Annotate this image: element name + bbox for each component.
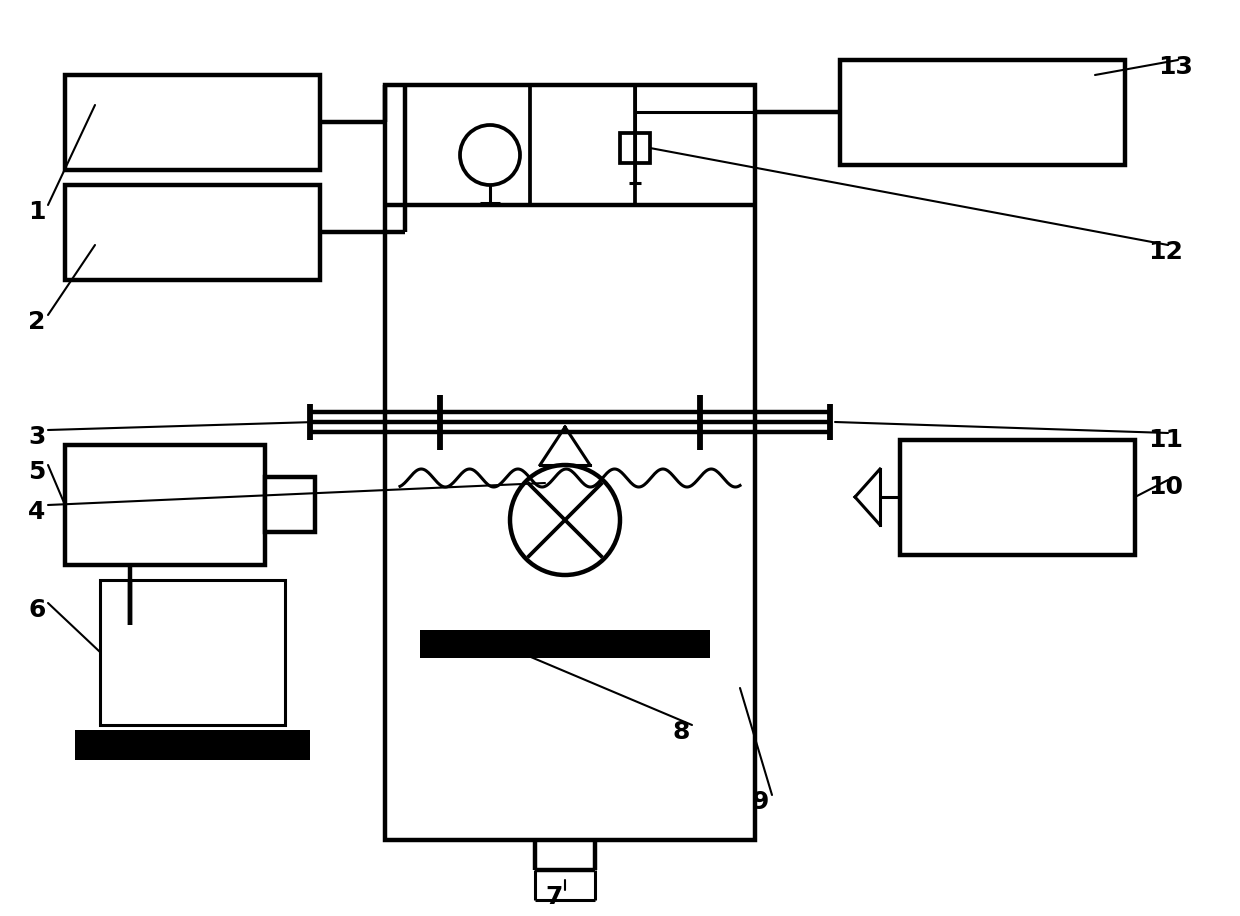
Bar <box>100 580 285 725</box>
Text: 8: 8 <box>672 720 689 744</box>
Text: 12: 12 <box>1148 240 1183 264</box>
Text: 3: 3 <box>29 425 46 449</box>
Bar <box>64 75 320 170</box>
Bar <box>900 440 1135 555</box>
Text: 4: 4 <box>29 500 46 524</box>
Bar <box>620 133 650 163</box>
Bar <box>265 477 315 532</box>
Text: 7: 7 <box>546 885 563 909</box>
Text: 10: 10 <box>1148 475 1183 499</box>
Text: 9: 9 <box>751 790 769 814</box>
Bar <box>64 445 265 565</box>
Bar <box>420 630 711 658</box>
Bar <box>64 185 320 280</box>
Text: 1: 1 <box>29 200 46 224</box>
Text: 11: 11 <box>1148 428 1183 452</box>
Bar <box>384 85 755 840</box>
Bar <box>74 730 310 760</box>
Text: 6: 6 <box>29 598 46 622</box>
Text: 13: 13 <box>1158 55 1193 79</box>
Text: 2: 2 <box>29 310 46 334</box>
Text: 5: 5 <box>29 460 46 484</box>
Bar <box>839 60 1125 165</box>
